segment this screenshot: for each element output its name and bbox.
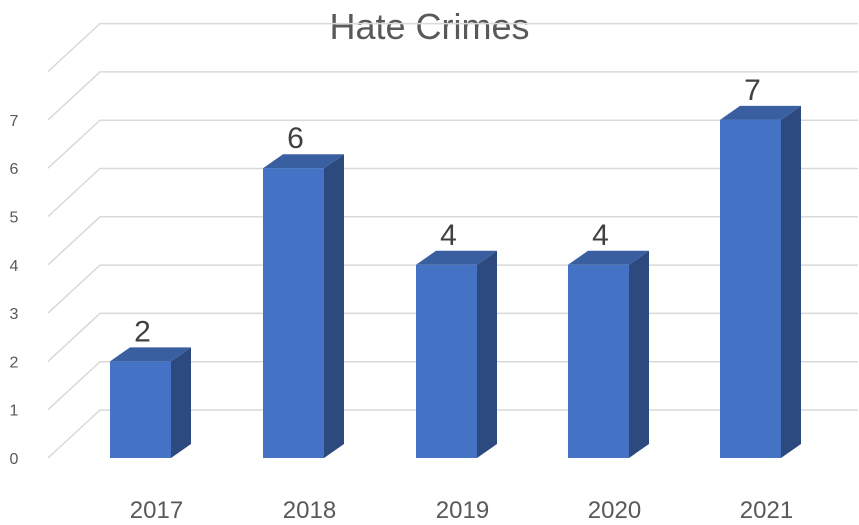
bar-2019 [416,250,497,458]
data-labels: 2 6 4 4 7 [134,74,761,348]
data-label: 4 [592,219,609,252]
bar-2017 [110,347,191,458]
bar-top-face [416,250,497,265]
y-tick-label: 7 [10,113,19,130]
bar-side-face [629,250,649,458]
x-category-label: 2020 [588,497,641,524]
y-tick-label: 3 [10,306,19,323]
bar-front-face [416,264,477,458]
x-axis-categories: 2017 2018 2019 2020 2021 [130,497,793,524]
gridline [47,22,858,73]
y-tick-label: 1 [10,403,19,420]
y-tick-label: 2 [10,354,19,371]
bar-side-face [781,105,801,459]
grid-layer [47,22,858,459]
bar-2018 [263,154,344,458]
y-tick-label: 5 [10,210,19,227]
x-category-label: 2021 [740,497,793,524]
gridline [47,71,858,121]
y-tick-label: 0 [10,451,19,468]
bar-top-face [568,250,649,265]
y-tick-label: 4 [10,258,19,275]
gridline [47,119,858,169]
data-label: 4 [440,219,457,252]
bar-front-face [110,361,171,458]
bar-front-face [263,168,324,458]
data-label: 7 [744,74,761,107]
gridline [47,216,858,266]
x-category-label: 2018 [283,497,336,524]
bar-front-face [568,264,629,458]
bar-top-face [110,347,191,362]
data-label: 6 [287,122,304,155]
chart-title: Hate Crimes [329,6,530,47]
bar-layer [110,105,801,459]
bar-2021 [720,105,801,459]
bar-side-face [171,347,191,458]
bar-side-face [477,250,497,458]
y-axis-ticks: 0 1 2 3 4 5 6 7 [10,113,19,468]
y-tick-label: 6 [10,161,19,178]
x-category-label: 2017 [130,497,183,524]
gridline [47,167,858,218]
bar-side-face [324,154,344,458]
bar-top-face [720,105,801,120]
x-category-label: 2019 [436,497,489,524]
data-label: 2 [134,315,151,348]
bar-2020 [568,250,649,458]
bar-front-face [720,119,781,459]
bar-top-face [263,154,344,169]
